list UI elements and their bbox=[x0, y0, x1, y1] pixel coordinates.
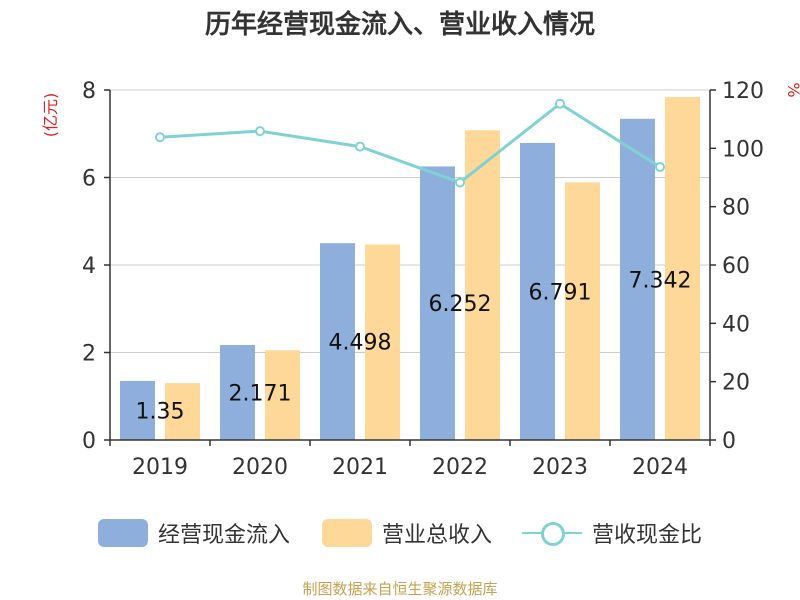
y-right-axis-label: % bbox=[784, 82, 800, 97]
x-tick-label: 2022 bbox=[432, 455, 488, 480]
legend-swatch-cash-inflow bbox=[98, 519, 148, 547]
bar-cash-inflow bbox=[520, 142, 555, 441]
bar-revenue bbox=[365, 244, 400, 440]
ratio-line bbox=[155, 98, 665, 188]
y-left-tick-label: 4 bbox=[82, 254, 96, 279]
y-left-tick-label: 6 bbox=[82, 167, 96, 192]
y-right-tick-label: 40 bbox=[722, 312, 750, 337]
data-label-cash-inflow: 2.171 bbox=[229, 382, 292, 407]
x-tick-label: 2024 bbox=[632, 455, 688, 480]
legend-item-ratio[interactable]: 营收现金比 bbox=[522, 516, 702, 550]
legend-swatch-ratio bbox=[522, 519, 582, 547]
x-tick-label: 2023 bbox=[532, 455, 588, 480]
bar-revenue bbox=[265, 350, 300, 440]
bar-cash-inflow bbox=[420, 166, 455, 440]
legend-label-cash-inflow: 经营现金流入 bbox=[158, 523, 291, 548]
bar-revenue bbox=[665, 97, 700, 440]
legend-item-revenue[interactable]: 营业总收入 bbox=[322, 516, 492, 550]
y-left-tick-label: 2 bbox=[82, 342, 96, 367]
bars bbox=[120, 97, 700, 441]
data-label-cash-inflow: 1.35 bbox=[136, 399, 185, 424]
bar-cash-inflow bbox=[620, 118, 655, 440]
ratio-line-path bbox=[159, 101, 661, 185]
bar-revenue bbox=[165, 383, 200, 440]
legend-swatch-revenue bbox=[322, 519, 372, 547]
y-right-tick-label: 20 bbox=[722, 371, 750, 396]
ratio-point bbox=[555, 98, 565, 109]
bar-revenue bbox=[465, 130, 500, 440]
ratio-point bbox=[655, 162, 665, 172]
y-left-tick-label: 0 bbox=[82, 429, 96, 454]
legend-label-ratio: 营收现金比 bbox=[592, 523, 703, 548]
chart-title: 历年经营现金流入、营业收入情况 bbox=[204, 10, 595, 40]
x-tick-label: 2020 bbox=[232, 455, 288, 480]
ratio-point bbox=[355, 141, 365, 152]
y-right-tick-label: 120 bbox=[722, 79, 764, 104]
y-right-tick-label: 60 bbox=[722, 254, 750, 279]
ratio-point bbox=[455, 177, 465, 188]
ratio-point bbox=[155, 132, 165, 143]
bar-cash-inflow bbox=[120, 380, 155, 440]
data-label-cash-inflow: 4.498 bbox=[329, 331, 392, 356]
ratio-point bbox=[255, 126, 265, 137]
legend-label-revenue: 营业总收入 bbox=[382, 523, 493, 548]
legend-item-cash-inflow[interactable]: 经营现金流入 bbox=[98, 516, 290, 550]
y-left-axis-label: (亿元) bbox=[41, 93, 60, 138]
y-right-tick-label: 100 bbox=[722, 137, 764, 162]
bar-cash-inflow bbox=[220, 345, 255, 440]
bar-cash-inflow bbox=[320, 243, 355, 440]
data-label-cash-inflow: 7.342 bbox=[629, 268, 692, 293]
y-right-tick-label: 80 bbox=[722, 196, 750, 221]
bar-revenue bbox=[565, 182, 600, 440]
source-note: 制图数据来自恒生聚源数据库 bbox=[302, 580, 498, 598]
data-labels: 1.35 2.171 4.498 6.252 6.791 7.342 bbox=[136, 268, 692, 424]
gridlines bbox=[110, 89, 710, 353]
x-tick-label: 2021 bbox=[332, 455, 388, 480]
data-label-cash-inflow: 6.252 bbox=[429, 292, 492, 317]
y-right-tick-label: 0 bbox=[722, 429, 736, 454]
data-label-cash-inflow: 6.791 bbox=[529, 280, 592, 305]
y-left-tick-label: 8 bbox=[82, 79, 96, 104]
x-tick-label: 2019 bbox=[132, 455, 188, 480]
